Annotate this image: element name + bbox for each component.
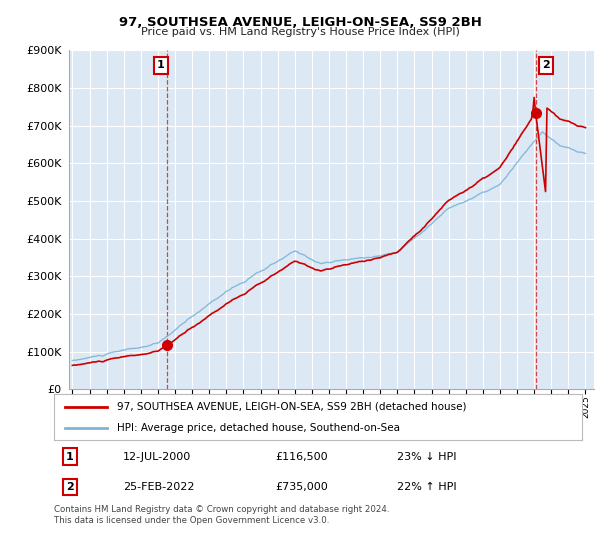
Text: 22% ↑ HPI: 22% ↑ HPI [397, 482, 457, 492]
Text: 97, SOUTHSEA AVENUE, LEIGH-ON-SEA, SS9 2BH (detached house): 97, SOUTHSEA AVENUE, LEIGH-ON-SEA, SS9 2… [118, 402, 467, 412]
Text: 23% ↓ HPI: 23% ↓ HPI [397, 451, 457, 461]
Text: Price paid vs. HM Land Registry's House Price Index (HPI): Price paid vs. HM Land Registry's House … [140, 27, 460, 37]
Text: £735,000: £735,000 [276, 482, 329, 492]
Text: £116,500: £116,500 [276, 451, 328, 461]
Text: 25-FEB-2022: 25-FEB-2022 [122, 482, 194, 492]
Text: 2: 2 [542, 60, 550, 71]
Text: 1: 1 [157, 60, 165, 71]
Text: HPI: Average price, detached house, Southend-on-Sea: HPI: Average price, detached house, Sout… [118, 423, 400, 433]
Text: Contains HM Land Registry data © Crown copyright and database right 2024.
This d: Contains HM Land Registry data © Crown c… [54, 505, 389, 525]
Text: 1: 1 [66, 451, 74, 461]
Text: 2: 2 [66, 482, 74, 492]
Text: 12-JUL-2000: 12-JUL-2000 [122, 451, 191, 461]
Text: 97, SOUTHSEA AVENUE, LEIGH-ON-SEA, SS9 2BH: 97, SOUTHSEA AVENUE, LEIGH-ON-SEA, SS9 2… [119, 16, 481, 29]
